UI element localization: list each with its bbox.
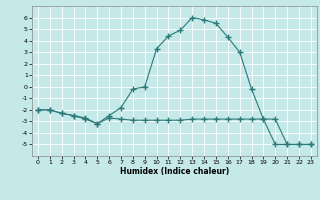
X-axis label: Humidex (Indice chaleur): Humidex (Indice chaleur)	[120, 167, 229, 176]
